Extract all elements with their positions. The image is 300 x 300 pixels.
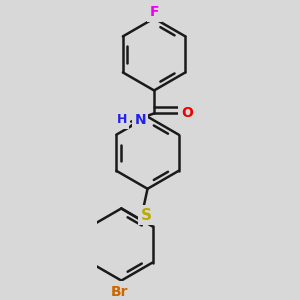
- Text: S: S: [141, 208, 152, 223]
- Text: N: N: [134, 113, 146, 127]
- Text: F: F: [149, 5, 159, 19]
- Text: O: O: [181, 106, 193, 120]
- Text: Br: Br: [111, 285, 128, 299]
- Text: H: H: [117, 113, 127, 127]
